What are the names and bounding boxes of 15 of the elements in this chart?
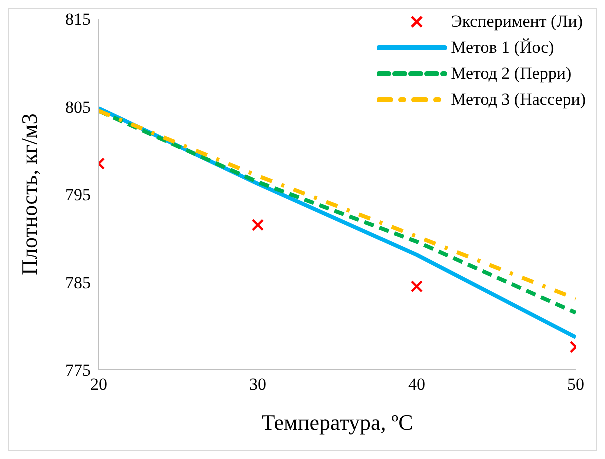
y-tick-label: 775: [66, 361, 91, 380]
x-axis-title: Температура, ºC: [262, 410, 414, 435]
x-tick-label: 50: [568, 375, 584, 394]
legend-label: Метод 2 (Перри): [451, 64, 572, 84]
x-tick-label: 20: [90, 375, 108, 394]
x-tick-label: 30: [250, 375, 266, 394]
x-tick-label: 40: [408, 375, 426, 394]
y-tick-label: 795: [66, 186, 91, 205]
y-tick-label: 815: [66, 10, 91, 30]
y-tick-label: 785: [66, 273, 91, 292]
y-tick-label: 805: [66, 98, 91, 117]
legend-label: Метов 1 (Йос): [451, 38, 554, 58]
legend-label: Метод 3 (Нассери): [451, 90, 586, 110]
legend-label: Эксперимент (Ли): [451, 12, 583, 32]
y-axis-title: Плотность, кг/м3: [16, 114, 42, 276]
